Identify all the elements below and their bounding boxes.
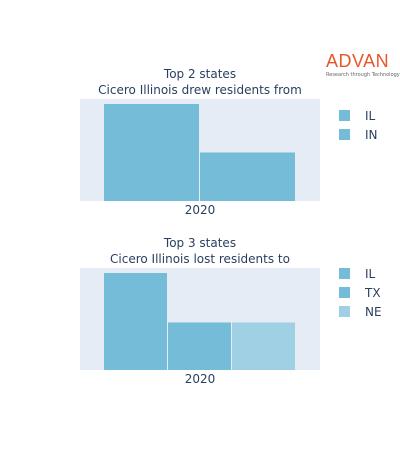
chart2-bar-ne[interactable] (232, 322, 295, 370)
chart2-bar-il[interactable] (104, 273, 167, 370)
chart1-legend-swatch-il[interactable] (339, 110, 350, 121)
logo-wordmark: ADVAN (326, 51, 390, 71)
advan-logo: ADVAN Research through Technology (326, 51, 400, 78)
chart1-legend-swatch-in[interactable] (339, 129, 350, 140)
chart1-x-tick-label: 2020 (185, 203, 216, 217)
chart1-legend-label-il[interactable]: IL (365, 109, 376, 123)
chart2-legend-label-tx[interactable]: TX (364, 286, 381, 300)
chart1-bar-il[interactable] (104, 104, 199, 201)
chart2-legend-label-il[interactable]: IL (365, 267, 376, 281)
chart2-title-line-1: Top 3 states (163, 236, 236, 250)
chart1-bar-in[interactable] (200, 152, 295, 202)
chart2-legend-swatch-il[interactable] (339, 268, 350, 279)
chart2-legend-label-ne[interactable]: NE (365, 305, 382, 319)
chart2-legend-swatch-ne[interactable] (339, 306, 350, 317)
chart2-title-line-2: Cicero Illinois lost residents to (110, 252, 290, 266)
chart1-title-line-1: Top 2 states (163, 67, 236, 81)
chart1-legend-label-in[interactable]: IN (365, 128, 378, 142)
chart1-title-line-2: Cicero Illinois drew residents from (98, 83, 302, 97)
chart2-bar-tx[interactable] (168, 322, 231, 370)
chart2-x-tick-label: 2020 (185, 372, 216, 386)
logo-tagline: Research through Technology (326, 72, 400, 78)
chart2-legend-swatch-tx[interactable] (339, 287, 350, 298)
